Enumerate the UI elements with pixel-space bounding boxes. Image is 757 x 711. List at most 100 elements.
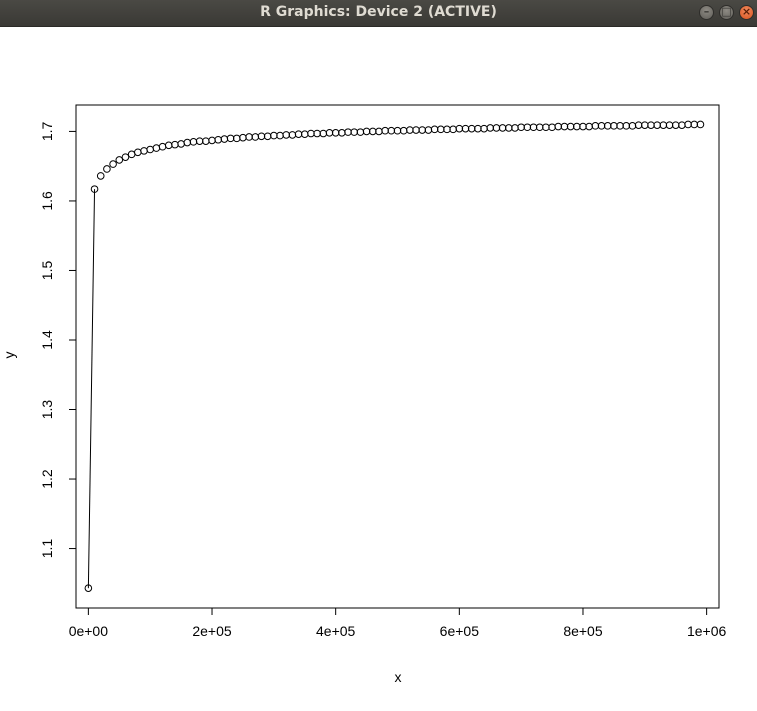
- data-point: [325, 129, 334, 137]
- y-tick-label: 1.2: [39, 469, 55, 489]
- data-point: [461, 124, 470, 133]
- data-point: [498, 124, 507, 132]
- connecting-line: [87, 189, 96, 589]
- data-point: [232, 134, 241, 143]
- data-point: [424, 126, 433, 134]
- y-tick-label: 1.6: [39, 191, 55, 211]
- data-point: [684, 120, 692, 129]
- y-tick-label: 1.5: [39, 261, 55, 281]
- y-tick-label: 1.7: [39, 121, 55, 141]
- data-point: [659, 121, 668, 129]
- data-point: [436, 125, 445, 134]
- data-point: [554, 122, 563, 131]
- data-point: [511, 124, 519, 132]
- data-point: [134, 148, 142, 157]
- data-point: [591, 122, 600, 130]
- data-point: [270, 131, 278, 140]
- data-point: [177, 140, 185, 148]
- data-point: [399, 126, 408, 135]
- x-tick-label: 2e+05: [192, 623, 232, 639]
- data-point: [350, 128, 359, 136]
- y-axis: 1.1 1.2 1.3 1.4 1.5 1.6 1.7: [39, 121, 77, 559]
- data-marks: [84, 120, 705, 592]
- data-point: [418, 126, 427, 134]
- data-point: [121, 153, 130, 161]
- data-point: [653, 121, 661, 129]
- data-point: [195, 137, 204, 145]
- data-point: [189, 138, 198, 146]
- data-point: [572, 122, 581, 131]
- data-point: [368, 127, 377, 136]
- data-point: [647, 121, 655, 129]
- x-axis: 0e+00 2e+05 4e+05 6e+05 8e+05 1e+06: [69, 607, 727, 639]
- data-point: [616, 122, 624, 130]
- minimize-button[interactable]: –: [699, 5, 714, 20]
- data-point: [344, 128, 352, 136]
- data-point: [455, 124, 464, 133]
- data-point: [338, 129, 346, 137]
- data-point: [387, 126, 396, 135]
- data-point: [665, 121, 674, 129]
- data-point: [634, 121, 643, 129]
- y-tick-label: 1.3: [39, 400, 55, 420]
- x-tick-label: 0e+00: [69, 623, 109, 639]
- data-point: [313, 129, 321, 138]
- data-point: [214, 135, 223, 144]
- maximize-icon: □: [721, 5, 732, 18]
- plot-canvas: 0e+00 2e+05 4e+05 6e+05 8e+05 1e+06 1.1 1.2 1.3…: [0, 27, 757, 707]
- data-point: [319, 129, 328, 138]
- close-button[interactable]: ×: [739, 5, 754, 20]
- minimize-icon: –: [703, 5, 710, 18]
- data-point: [641, 121, 649, 129]
- data-point: [288, 131, 297, 139]
- data-point: [245, 133, 253, 141]
- data-point: [202, 137, 210, 145]
- data-point: [239, 133, 247, 142]
- data-point: [696, 120, 705, 129]
- data-point: [603, 122, 612, 130]
- data-point: [146, 145, 154, 154]
- data-point: [103, 165, 111, 173]
- data-point: [140, 147, 148, 155]
- data-point: [443, 125, 451, 134]
- data-point: [678, 121, 686, 129]
- window-titlebar[interactable]: R Graphics: Device 2 (ACTIVE) – □ ×: [0, 0, 757, 27]
- data-point: [690, 120, 699, 129]
- data-point: [158, 142, 167, 151]
- data-point: [375, 127, 383, 136]
- data-point: [504, 124, 513, 132]
- data-point: [294, 130, 303, 138]
- data-point: [628, 122, 637, 130]
- data-point: [362, 127, 371, 136]
- data-point: [430, 125, 439, 134]
- y-axis-label: y: [1, 352, 17, 359]
- data-point: [381, 126, 389, 135]
- data-point: [263, 132, 272, 141]
- data-point: [251, 133, 260, 141]
- data-point: [393, 126, 402, 135]
- data-point: [622, 122, 631, 130]
- data-point: [610, 122, 618, 130]
- data-point: [127, 150, 136, 159]
- close-icon: ×: [741, 5, 752, 18]
- maximize-button[interactable]: □: [719, 5, 734, 20]
- data-point: [597, 122, 606, 130]
- data-point: [449, 125, 457, 134]
- data-point: [523, 123, 532, 132]
- data-point: [276, 131, 284, 140]
- data-point: [566, 122, 575, 131]
- data-point: [208, 136, 216, 145]
- data-point: [356, 128, 365, 136]
- data-point: [406, 126, 414, 134]
- data-point: [517, 123, 525, 132]
- y-tick-label: 1.1: [39, 539, 55, 559]
- data-point: [226, 134, 235, 143]
- data-point: [560, 122, 569, 131]
- data-point: [90, 185, 99, 193]
- data-point: [474, 124, 482, 133]
- data-point: [183, 138, 192, 147]
- data-point: [671, 121, 680, 129]
- data-point: [486, 124, 495, 132]
- data-point: [467, 124, 476, 133]
- data-point: [542, 123, 550, 132]
